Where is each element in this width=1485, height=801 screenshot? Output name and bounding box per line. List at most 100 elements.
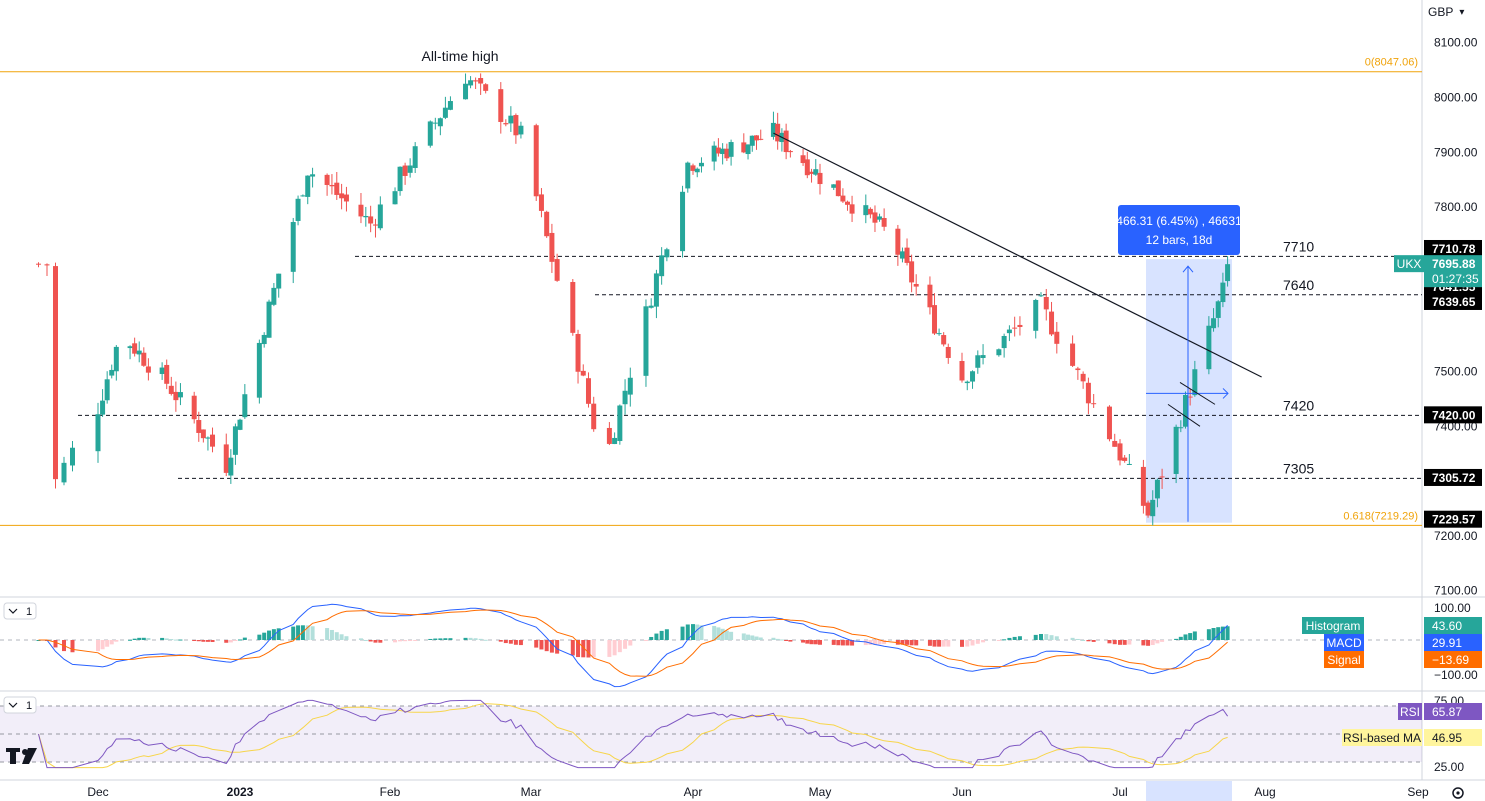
candle-body[interactable]	[44, 264, 50, 266]
candle-body[interactable]	[659, 255, 665, 277]
candle-body[interactable]	[1220, 282, 1226, 303]
candle-body[interactable]	[835, 180, 841, 197]
candle-body[interactable]	[210, 434, 216, 447]
candle-body[interactable]	[549, 232, 555, 262]
candle-body[interactable]	[276, 273, 282, 289]
candle-body[interactable]	[980, 355, 986, 358]
candle-body[interactable]	[1140, 466, 1146, 506]
candle-body[interactable]	[648, 305, 654, 308]
candle-body[interactable]	[831, 184, 837, 188]
candle-body[interactable]	[358, 204, 364, 217]
candle-body[interactable]	[1070, 343, 1076, 366]
candle-body[interactable]	[232, 426, 238, 455]
candle-body[interactable]	[1085, 382, 1091, 404]
candle-body[interactable]	[177, 392, 183, 398]
signal-line[interactable]	[38, 609, 1228, 677]
candle-body[interactable]	[1033, 299, 1039, 331]
rsi-ma-line[interactable]	[38, 703, 1228, 769]
candle-body[interactable]	[612, 437, 618, 445]
candle-body[interactable]	[261, 334, 267, 345]
candle-body[interactable]	[447, 101, 453, 110]
candle-body[interactable]	[849, 204, 855, 214]
candle-body[interactable]	[339, 193, 345, 199]
candle-body[interactable]	[1038, 295, 1044, 297]
candle-body[interactable]	[800, 155, 806, 164]
candle-body[interactable]	[109, 369, 115, 376]
candle-body[interactable]	[728, 142, 734, 157]
candle-body[interactable]	[809, 171, 815, 174]
candle-body[interactable]	[113, 346, 119, 372]
candle-body[interactable]	[1192, 369, 1198, 396]
candle-body[interactable]	[909, 261, 915, 283]
candle-body[interactable]	[1075, 368, 1081, 371]
candle-body[interactable]	[538, 194, 544, 211]
candle-body[interactable]	[1206, 325, 1212, 370]
candle-body[interactable]	[159, 367, 165, 374]
candle-body[interactable]	[1173, 426, 1179, 474]
candle-body[interactable]	[741, 142, 747, 153]
candle-body[interactable]	[783, 130, 789, 153]
trendline[interactable]	[773, 132, 1262, 378]
candle-body[interactable]	[694, 168, 700, 173]
candle-body[interactable]	[664, 249, 670, 258]
candle-body[interactable]	[1187, 396, 1193, 398]
candle-body[interactable]	[1154, 479, 1160, 499]
candle-body[interactable]	[468, 80, 474, 86]
candle-body[interactable]	[136, 350, 142, 355]
candle-body[interactable]	[228, 457, 234, 476]
candle-body[interactable]	[533, 125, 539, 197]
candle-body[interactable]	[377, 204, 383, 229]
candle-body[interactable]	[104, 379, 110, 401]
candle-body[interactable]	[945, 346, 951, 358]
candle-body[interactable]	[368, 216, 374, 224]
candle-body[interactable]	[1126, 463, 1132, 465]
candle-body[interactable]	[271, 287, 277, 305]
candle-body[interactable]	[1159, 476, 1165, 478]
candle-body[interactable]	[205, 437, 211, 439]
candle-body[interactable]	[503, 123, 509, 125]
candle-body[interactable]	[840, 195, 846, 202]
candle-body[interactable]	[242, 394, 248, 418]
candle-body[interactable]	[770, 122, 776, 137]
candle-body[interactable]	[698, 162, 704, 167]
candle-body[interactable]	[127, 346, 133, 349]
candle-body[interactable]	[622, 390, 628, 405]
candle-body[interactable]	[606, 427, 612, 444]
candle-body[interactable]	[334, 182, 340, 195]
candle-body[interactable]	[745, 144, 751, 155]
candle-body[interactable]	[290, 222, 296, 272]
candle-body[interactable]	[300, 195, 306, 197]
candle-body[interactable]	[132, 343, 138, 354]
candle-body[interactable]	[813, 169, 819, 175]
candle-body[interactable]	[941, 335, 947, 345]
candle-body[interactable]	[1080, 373, 1086, 382]
candle-body[interactable]	[1106, 406, 1112, 440]
candle-body[interactable]	[554, 259, 560, 281]
candle-body[interactable]	[1091, 403, 1097, 405]
candle-body[interactable]	[775, 123, 781, 142]
candle-body[interactable]	[432, 122, 438, 124]
candle-body[interactable]	[1012, 327, 1018, 329]
candle-body[interactable]	[518, 125, 524, 135]
candle-body[interactable]	[643, 306, 649, 376]
candle-body[interactable]	[844, 201, 850, 205]
candle-body[interactable]	[392, 191, 398, 205]
candle-body[interactable]	[1049, 311, 1055, 335]
candle-body[interactable]	[1215, 301, 1221, 318]
candle-body[interactable]	[473, 80, 479, 82]
candle-body[interactable]	[478, 78, 484, 84]
candle-body[interactable]	[256, 342, 262, 398]
candle-body[interactable]	[863, 205, 869, 216]
candle-body[interactable]	[324, 174, 330, 185]
candle-body[interactable]	[964, 381, 970, 384]
candle-body[interactable]	[749, 135, 755, 146]
candle-body[interactable]	[936, 333, 942, 335]
candle-body[interactable]	[295, 198, 301, 221]
candle-body[interactable]	[463, 83, 469, 100]
candle-body[interactable]	[975, 355, 981, 368]
candle-body[interactable]	[1150, 499, 1156, 517]
candle-body[interactable]	[817, 172, 823, 185]
candle-body[interactable]	[70, 447, 75, 466]
candle-body[interactable]	[715, 147, 721, 154]
candle-body[interactable]	[266, 301, 272, 338]
